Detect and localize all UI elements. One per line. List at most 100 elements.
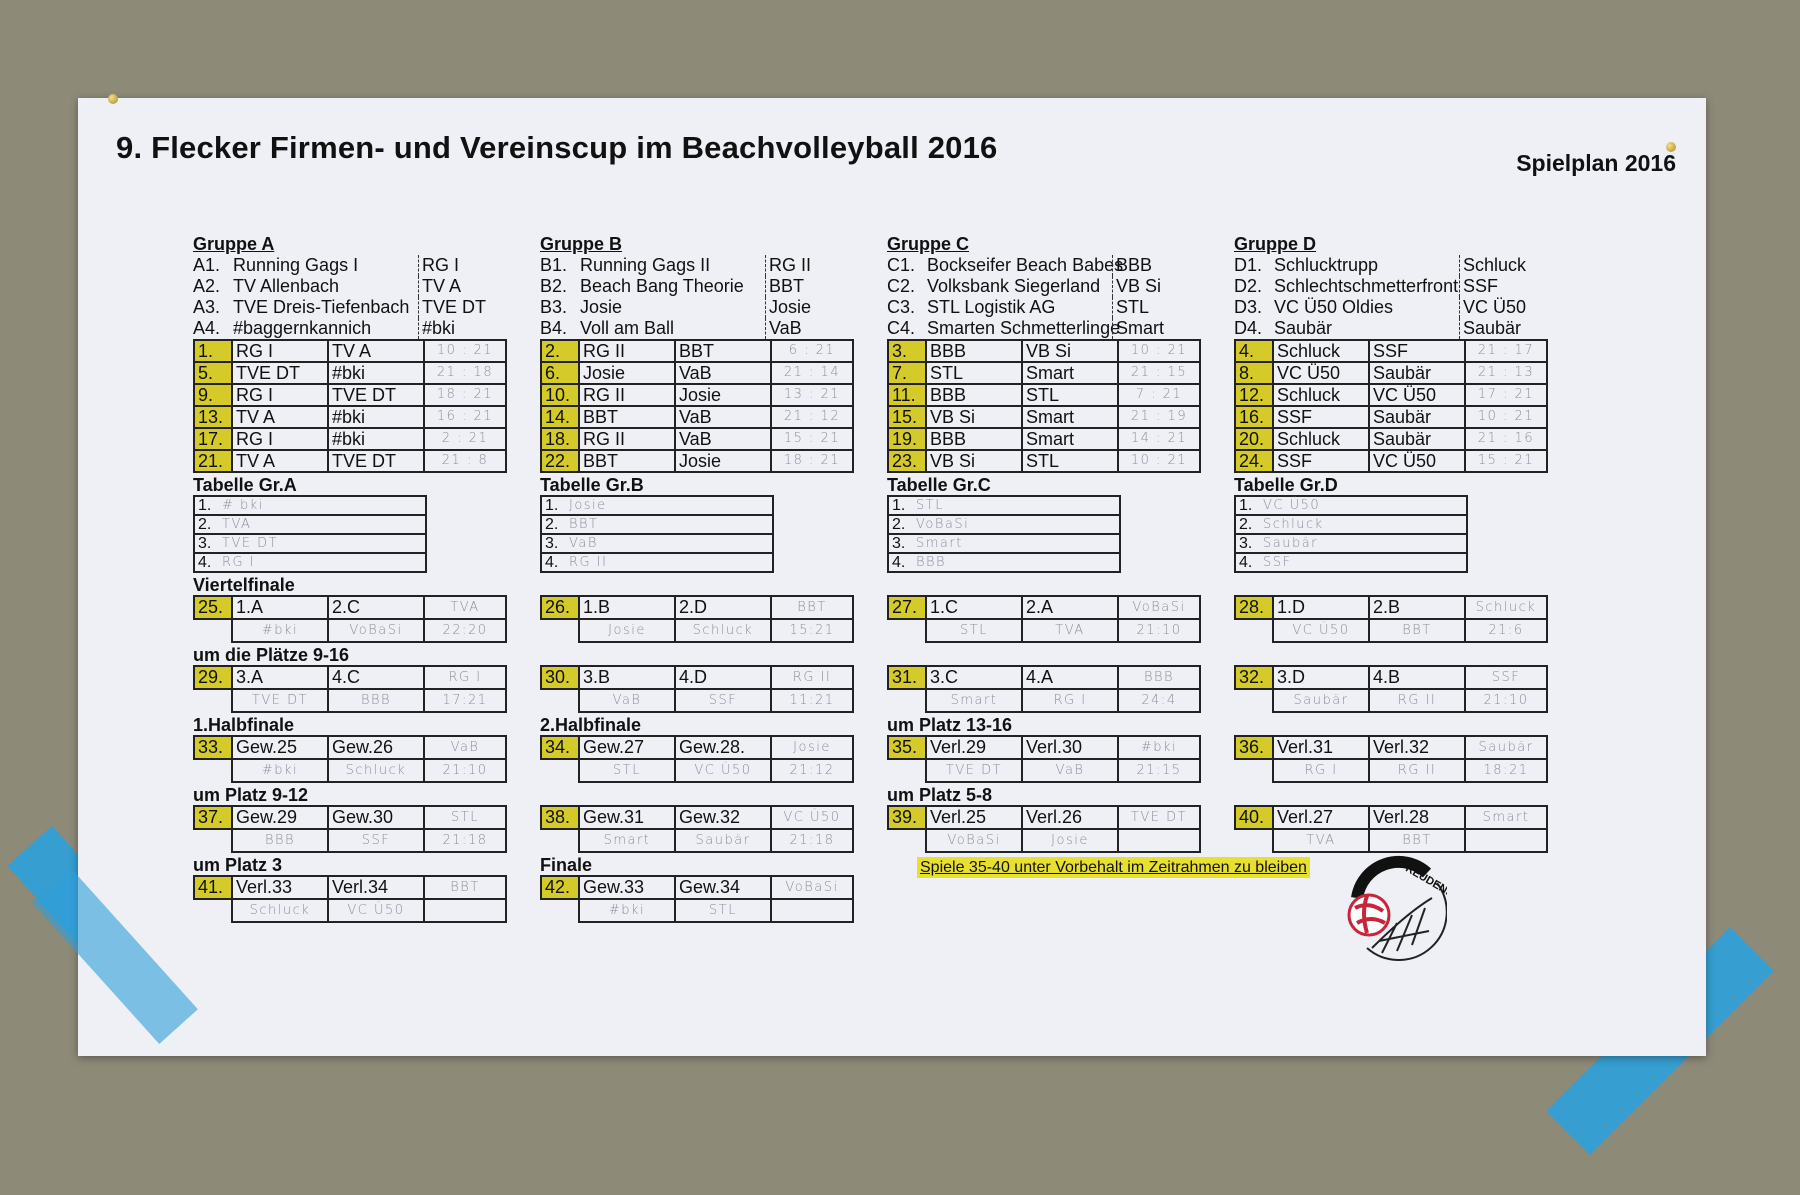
team-code: B2. xyxy=(540,276,568,296)
winner: TVE DT xyxy=(1117,805,1201,830)
match-number: 35. xyxy=(887,735,927,760)
slot-2: 2.B xyxy=(1368,595,1466,620)
team-2: VC Ü50 xyxy=(1368,449,1466,473)
knockout-table: 25. 1.A 2.C TVA #bki VoBaSi 22:20 xyxy=(193,595,507,643)
slot-2: Gew.30 xyxy=(327,805,425,830)
slot-1: Verl.29 xyxy=(925,735,1023,760)
winner: BBT xyxy=(423,875,507,900)
ranked-team: Smart xyxy=(913,533,1121,554)
team-2: BBB xyxy=(327,688,425,713)
knockout-match: um Platz 3 41. Verl.33 Verl.34 BBT Schluck VC … xyxy=(193,853,540,923)
slot-1: Gew.31 xyxy=(578,805,676,830)
winner: BBT xyxy=(770,595,854,620)
match-number: 38. xyxy=(540,805,580,830)
team-entry: B1. Running Gags II RG II xyxy=(540,255,887,276)
knockout-table: 31. 3.C 4.A BBB Smart RG I 24:4 xyxy=(887,665,1201,713)
match-number: 23. xyxy=(887,449,927,473)
table-row: 15. VB Si Smart 21 : 19 xyxy=(887,405,1201,429)
table-row: 25. 1.A 2.C TVA xyxy=(193,595,507,620)
knockout-row: um Platz 3 41. Verl.33 Verl.34 BBT Schluck VC … xyxy=(193,853,1583,961)
team-entry: C1. Bockseifer Beach Babes BBB xyxy=(887,255,1234,276)
slot-2: Gew.28. xyxy=(674,735,772,760)
team-short: #bki xyxy=(418,318,455,339)
match-score: 22:20 xyxy=(423,618,507,643)
slot-1: Gew.27 xyxy=(578,735,676,760)
team-1: STL xyxy=(925,618,1023,643)
winner: TVA xyxy=(423,595,507,620)
table-row: STL VC Ü50 21:12 xyxy=(541,758,854,783)
match-score: 21:10 xyxy=(1464,688,1548,713)
match-number: 42. xyxy=(540,875,580,900)
round-label: um Platz 13-16 xyxy=(887,715,1013,735)
knockout-match: 36. Verl.31 Verl.32 Saubär RG I RG II 18:21 xyxy=(1234,713,1581,783)
group-1-info: Gruppe B B1. Running Gags II RG II B2. Beach … xyxy=(540,233,887,339)
pin-icon xyxy=(108,94,118,104)
team-name: TV Allenbach xyxy=(233,276,340,296)
ranked-team: Saubär xyxy=(1260,533,1468,554)
knockout-match: 38. Gew.31 Gew.32 VC Ü50 Smart Saubär 21:18 xyxy=(540,783,887,853)
table-row: 33. Gew.25 Gew.26 VaB xyxy=(193,735,507,760)
match-score: 10 : 21 xyxy=(1117,339,1201,363)
table-row: 26. 1.B 2.D BBT xyxy=(540,595,854,620)
round-label xyxy=(1234,783,1581,805)
team-2: Josie xyxy=(1021,828,1119,853)
ranked-team: VC Ü50 xyxy=(1260,495,1468,516)
match-score: 10 : 21 xyxy=(1464,405,1548,429)
rank: 1. xyxy=(1234,495,1260,516)
team-entry: B2. Beach Bang Theorie BBT xyxy=(540,276,887,297)
slot-1: Verl.25 xyxy=(925,805,1023,830)
knockout-table: 42. Gew.33 Gew.34 VoBaSi #bki STL xyxy=(540,875,854,923)
knockout-match: um die Plätze 9-16 29. 3.A 4.C RG I TVE DT BBB… xyxy=(193,643,540,713)
table-row: 2. TVA xyxy=(193,514,427,535)
team-2: STL xyxy=(1021,449,1119,473)
match-score: 13 : 21 xyxy=(770,383,854,407)
group-matches: 1. RG I TV A 10 : 21 5. TVE DT #bki 21 : 18 9. RG… xyxy=(193,339,540,473)
team-2: SSF xyxy=(674,688,772,713)
table-row: 4. RG I xyxy=(193,552,427,573)
team-1: RG I xyxy=(231,383,329,407)
ranked-team: VoBaSi xyxy=(913,514,1121,535)
table-row: 14. BBT VaB 21 : 12 xyxy=(540,405,854,429)
knockout-row: um die Plätze 9-16 29. 3.A 4.C RG I TVE DT BBB… xyxy=(193,643,1583,713)
match-number: 10. xyxy=(540,383,580,407)
match-number: 37. xyxy=(193,805,233,830)
table-row: STL TVA 21:10 xyxy=(888,618,1201,643)
match-number: 9. xyxy=(193,383,233,407)
spacer xyxy=(1235,619,1274,642)
spacer xyxy=(1235,689,1274,712)
team-1: BBB xyxy=(925,427,1023,451)
match-number: 27. xyxy=(887,595,927,620)
team-2: BBT xyxy=(1368,828,1466,853)
knockout-match: 30. 3.B 4.D RG II VaB SSF 11:21 xyxy=(540,643,887,713)
match-score: 15 : 21 xyxy=(1464,449,1548,473)
team-1: #bki xyxy=(231,618,329,643)
match-score: 14 : 21 xyxy=(1117,427,1201,451)
table-row: 16. SSF Saubär 10 : 21 xyxy=(1234,405,1548,429)
team-code: C4. xyxy=(887,318,916,338)
knockout-match: 26. 1.B 2.D BBT Josie Schluck 15:21 xyxy=(540,573,887,643)
slot-1: Verl.31 xyxy=(1272,735,1370,760)
group-headers-row: Gruppe A A1. Running Gags I RG I A2. TV Allen… xyxy=(193,233,1583,339)
team-2: VaB xyxy=(674,427,772,451)
match-number: 40. xyxy=(1234,805,1274,830)
match-number: 8. xyxy=(1234,361,1274,385)
team-2: VoBaSi xyxy=(327,618,425,643)
knockout-table: 34. Gew.27 Gew.28. Josie STL VC Ü50 21:12 xyxy=(540,735,854,783)
team-short: TV A xyxy=(418,276,461,297)
spacer xyxy=(194,829,233,852)
match-number: 28. xyxy=(1234,595,1274,620)
team-1: TVE DT xyxy=(925,758,1023,783)
match-score: 7 : 21 xyxy=(1117,383,1201,407)
team-1: #bki xyxy=(578,898,676,923)
knockout-table: 39. Verl.25 Verl.26 TVE DT VoBaSi Josie xyxy=(887,805,1201,853)
team-short: RG I xyxy=(418,255,459,276)
table-row: 1. VC Ü50 xyxy=(1234,495,1468,516)
match-score: 21:10 xyxy=(1117,618,1201,643)
group-match-table: 3. BBB VB Si 10 : 21 7. STL Smart 21 : 15 11. BBB… xyxy=(887,339,1201,473)
table-row: 29. 3.A 4.C RG I xyxy=(193,665,507,690)
group-matches: 2. RG II BBT 6 : 21 6. Josie VaB 21 : 14 10. RG I… xyxy=(540,339,887,473)
match-number: 17. xyxy=(193,427,233,451)
table-row: 4. Schluck SSF 21 : 17 xyxy=(1234,339,1548,363)
volleyball-net-logo-icon: FREUDENBERG xyxy=(1347,855,1477,961)
team-2: STL xyxy=(1021,383,1119,407)
